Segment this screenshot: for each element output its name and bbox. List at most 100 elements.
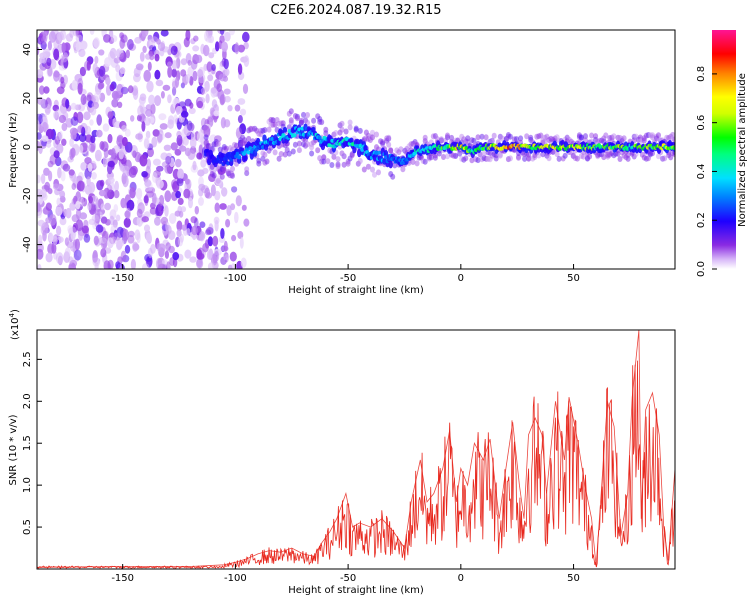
- spectrogram-ridge-cell: [292, 133, 297, 138]
- spectrogram-halo-cell: [589, 132, 595, 139]
- spectrogram-noise-cell: [105, 77, 111, 86]
- spectrogram-noise-cell: [166, 261, 171, 269]
- spectrogram-noise-cell: [68, 169, 75, 176]
- spectrogram-halo-cell: [536, 152, 542, 159]
- spectrogram-noise-cell: [141, 216, 149, 223]
- spectrogram-x-axis-label: Height of straight line (km): [288, 285, 424, 296]
- spectrogram-band-cell: [388, 160, 393, 169]
- spectrogram-noise-cell: [84, 157, 92, 165]
- spectrogram-halo-cell: [294, 115, 300, 122]
- spectrogram-noise-cell: [52, 235, 58, 246]
- spectrogram-halo-cell: [493, 155, 499, 162]
- spectrogram-halo-cell: [221, 167, 227, 174]
- spectrogram-noise-cell: [60, 170, 66, 182]
- spectrogram-noise-cell: [239, 108, 247, 116]
- spectrogram-band-cell: [282, 126, 288, 133]
- spectrogram-noise-cell: [77, 82, 83, 95]
- spectrogram-noise-cell: [95, 224, 104, 233]
- spectrogram-noise-cell: [220, 117, 226, 129]
- spectrogram-ridge-cell: [317, 135, 322, 140]
- spectrogram-noise-cell: [231, 186, 238, 193]
- spectrogram-noise-cell: [69, 138, 74, 147]
- spectrogram-noise-cell: [237, 63, 243, 75]
- spectrogram-noise-cell: [130, 115, 135, 122]
- spectrogram-noise-cell: [167, 61, 172, 68]
- spectrogram-noise-cell: [164, 164, 172, 174]
- spectrogram-halo-cell: [398, 146, 404, 153]
- spectrogram-noise-cell: [188, 197, 193, 209]
- spectrogram-noise-cell: [184, 249, 192, 259]
- spectrogram-noise-cell: [186, 120, 193, 131]
- spectrogram-noise-cell: [143, 138, 150, 149]
- spectrogram-noise-cell: [197, 69, 204, 78]
- spectrogram-noise-cell: [160, 30, 169, 37]
- spectrogram-noise-cell: [37, 174, 41, 184]
- spectrogram-noise-cell: [119, 38, 125, 49]
- spectrogram-noise-cell: [170, 45, 178, 56]
- spectrogram-noise-cell: [55, 252, 64, 265]
- spectrogram-noise-cell: [171, 80, 178, 90]
- spectrogram-halo-cell: [319, 119, 325, 126]
- spectrogram-noise-cell: [187, 149, 196, 160]
- spectrogram-noise-cell: [46, 141, 52, 148]
- spectrogram-noise-cell: [207, 236, 214, 247]
- spectrogram-noise-cell: [94, 262, 99, 269]
- spectrogram-noise-cell: [146, 256, 153, 268]
- snr-scale-suffix: ): [10, 309, 21, 313]
- spectrogram-noise-cell: [37, 46, 40, 56]
- spectrogram-noise-cell: [190, 216, 198, 224]
- spectrogram-halo-cell: [370, 134, 375, 141]
- spectrogram-noise-cell: [37, 97, 45, 105]
- spectrogram-halo-cell: [483, 134, 489, 141]
- spectrogram-noise-cell: [107, 111, 114, 119]
- spectrogram-noise-cell: [204, 187, 211, 199]
- spectrogram-noise-cell: [145, 104, 152, 111]
- spectrogram-noise-cell: [80, 94, 87, 105]
- spectrogram-noise-cell: [37, 69, 44, 79]
- spectrogram-noise-cell: [73, 249, 82, 261]
- spectrogram-noise-cell: [88, 196, 93, 204]
- snr-y-tick-label: 1.5: [22, 435, 33, 451]
- spectrogram-noise-cell: [136, 114, 142, 122]
- spectrogram-noise-cell: [191, 225, 198, 236]
- spectrogram-noise-cell: [46, 67, 53, 78]
- spectrogram-noise-cell: [164, 132, 172, 139]
- spectrogram-noise-cell: [164, 250, 169, 259]
- spectrogram-halo-cell: [578, 134, 584, 141]
- spectrogram-noise-cell: [224, 95, 231, 103]
- spectrogram-halo-cell: [365, 163, 371, 170]
- spectrogram-x-tick-label: 50: [567, 273, 580, 284]
- spectrogram-noise-cell: [61, 138, 67, 146]
- spectrogram-noise-cell: [189, 256, 197, 263]
- spectrogram-noise-cell: [86, 94, 92, 102]
- spectrogram-noise-cell: [176, 220, 183, 232]
- spectrogram-noise-cell: [187, 59, 192, 66]
- spectrogram-noise-cell: [157, 202, 162, 213]
- spectrogram-noise-cell: [192, 160, 197, 171]
- spectrogram-noise-cell: [99, 179, 105, 187]
- spectrogram-x-tick-label: -150: [111, 273, 134, 284]
- spectrogram-noise-cell: [103, 187, 111, 199]
- spectrogram-noise-cell: [210, 184, 216, 197]
- spectrogram-noise-cell: [72, 30, 79, 37]
- spectrogram-noise-cell: [200, 159, 207, 168]
- spectrogram-halo-cell: [335, 163, 341, 170]
- spectrogram-noise-cell: [56, 197, 61, 206]
- colorbar-gradient: [712, 30, 736, 269]
- spectrogram-halo-cell: [225, 168, 231, 175]
- spectrogram-ridge-cell: [281, 133, 286, 138]
- spectrogram-noise-cell: [186, 228, 191, 236]
- spectrogram-ridge-cell: [300, 126, 305, 131]
- spectrogram-noise-cell: [157, 133, 163, 143]
- spectrogram-noise-cell: [210, 253, 218, 266]
- spectrogram-noise-cell: [158, 113, 167, 121]
- spectrogram-halo-cell: [386, 134, 392, 141]
- colorbar-tick-label: 0.6: [696, 115, 707, 131]
- spectrogram-noise-cell: [111, 35, 118, 43]
- spectrogram-noise-cell: [145, 232, 152, 244]
- spectrogram-noise-cell: [235, 195, 242, 207]
- spectrogram-ridge-cell: [237, 155, 242, 160]
- spectrogram-noise-cell: [58, 130, 63, 141]
- spectrogram-noise-cell: [234, 104, 241, 112]
- snr-y-ticks: 0.5 1.0 1.5 2.0 2.5: [22, 351, 42, 535]
